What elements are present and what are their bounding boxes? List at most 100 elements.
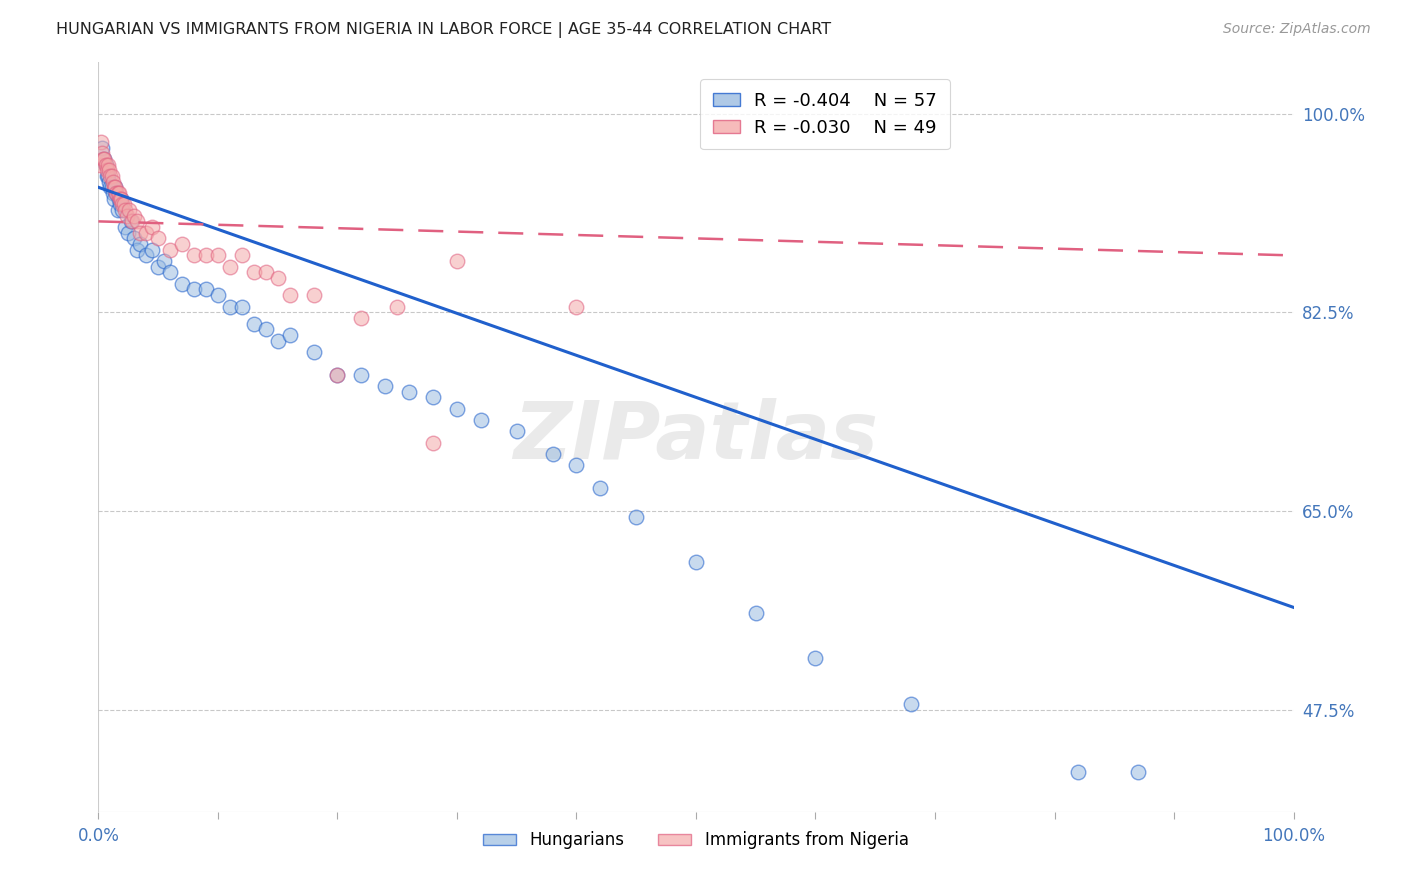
Point [110,192,132,206]
Text: HUNGARIAN VS IMMIGRANTS FROM NIGERIA IN LABOR FORCE | AGE 35-44 CORRELATION CHAR: HUNGARIAN VS IMMIGRANTS FROM NIGERIA IN … [56,22,831,38]
Point [195,283,218,297]
Point [159,265,181,279]
Point [107,186,129,200]
Point [129,237,152,252]
Point [105,186,128,200]
Point [91,152,114,166]
Point [302,288,325,302]
Point [107,202,129,217]
Legend: Hungarians, Immigrants from Nigeria: Hungarians, Immigrants from Nigeria [477,824,915,855]
Point [100,180,122,194]
Point [135,248,157,262]
Point [111,202,134,217]
Point [110,192,132,206]
Point [302,345,325,359]
Point [117,226,139,240]
Point [1128,764,1150,779]
Point [96,169,118,183]
Point [118,202,141,217]
Point [120,214,142,228]
Point [100,169,122,183]
Point [114,202,136,217]
Point [1067,764,1090,779]
Point [254,265,277,279]
Point [207,288,229,302]
Point [565,300,588,314]
Point [129,226,152,240]
Point [98,180,122,194]
Point [153,254,176,268]
Point [326,368,349,382]
Point [93,152,115,166]
Point [103,180,125,194]
Point [97,158,120,172]
Point [470,413,492,427]
Point [422,435,444,450]
Text: ZIPatlas: ZIPatlas [513,398,879,476]
Point [104,180,127,194]
Point [589,481,612,495]
Point [112,197,135,211]
Point [159,243,181,257]
Point [398,384,420,399]
Point [900,697,922,711]
Point [94,158,117,172]
Point [91,146,114,161]
Point [115,209,138,223]
Point [108,192,131,206]
Point [141,220,163,235]
Point [101,186,124,200]
Point [183,283,205,297]
Point [125,214,148,228]
Point [107,192,129,206]
Point [326,368,349,382]
Point [374,379,396,393]
Point [350,310,373,325]
Point [267,271,290,285]
Point [446,254,468,268]
Point [231,300,253,314]
Point [91,140,114,154]
Point [243,265,266,279]
Point [148,231,170,245]
Point [114,220,136,235]
Point [89,158,111,172]
Point [446,401,468,416]
Point [804,651,827,665]
Point [541,447,564,461]
Point [107,186,129,200]
Point [278,288,301,302]
Point [98,169,122,183]
Point [98,175,121,189]
Point [231,248,253,262]
Point [104,180,127,194]
Point [745,606,768,620]
Point [108,197,131,211]
Point [125,243,148,257]
Point [195,248,218,262]
Point [94,158,117,172]
Point [350,368,373,382]
Point [207,248,229,262]
Point [243,317,266,331]
Point [101,175,124,189]
Point [121,214,143,228]
Point [97,169,120,183]
Point [135,226,157,240]
Point [626,509,648,524]
Point [172,277,194,291]
Point [183,248,205,262]
Point [278,327,301,342]
Point [141,243,163,257]
Point [98,163,121,178]
Point [90,135,112,149]
Point [506,425,529,439]
Point [254,322,277,336]
Point [565,458,588,473]
Point [267,334,290,348]
Point [385,300,409,314]
Point [422,390,444,404]
Point [96,163,118,178]
Point [111,197,134,211]
Point [103,192,125,206]
